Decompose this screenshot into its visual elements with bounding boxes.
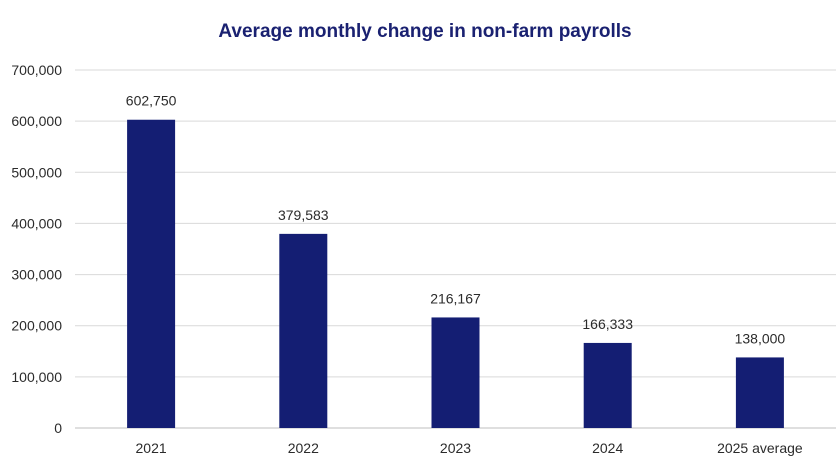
y-tick-label: 300,000 xyxy=(11,267,62,283)
data-label: 138,000 xyxy=(735,330,786,346)
bar xyxy=(735,357,784,428)
chart-title: Average monthly change in non-farm payro… xyxy=(218,21,631,42)
y-tick-label: 0 xyxy=(54,420,62,436)
bar xyxy=(279,233,328,428)
bar xyxy=(127,119,176,429)
data-label: 216,167 xyxy=(430,290,481,306)
bar xyxy=(431,317,480,428)
data-labels: 602,750 379,583 216,167 166,333 138,000 xyxy=(126,93,786,347)
y-tick-label: 100,000 xyxy=(11,369,62,385)
data-label: 166,333 xyxy=(582,316,633,332)
y-tick-label: 600,000 xyxy=(11,113,62,129)
x-tick-label: 2023 xyxy=(440,440,471,456)
y-axis-tick-labels: 0 100,000 200,000 300,000 400,000 500,000 600,… xyxy=(11,62,62,436)
y-tick-label: 400,000 xyxy=(11,215,62,231)
x-tick-label: 2022 xyxy=(288,440,319,456)
bar xyxy=(583,342,632,428)
x-tick-label: 2021 xyxy=(136,440,167,456)
data-label: 602,750 xyxy=(126,93,177,109)
x-tick-label: 2024 xyxy=(592,440,623,456)
y-tick-label: 200,000 xyxy=(11,318,62,334)
x-tick-label: 2025 average xyxy=(717,440,803,456)
data-label: 379,583 xyxy=(278,207,329,223)
bars xyxy=(127,119,784,429)
y-tick-label: 700,000 xyxy=(11,62,62,78)
y-tick-label: 500,000 xyxy=(11,164,62,180)
x-axis-tick-labels: 2021 2022 2023 2024 2025 average xyxy=(136,440,803,456)
